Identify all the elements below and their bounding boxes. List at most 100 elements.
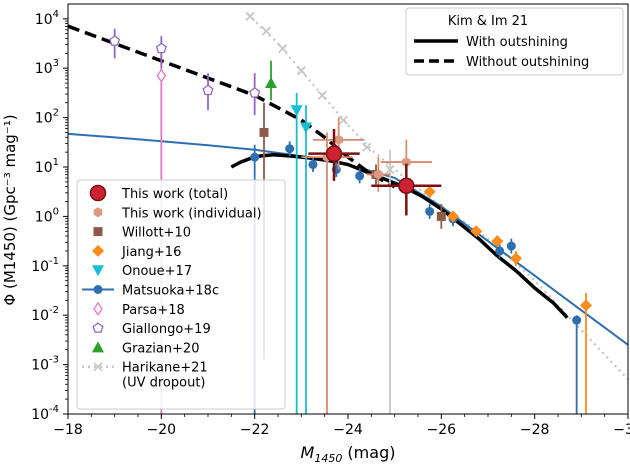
x-tick-label: −20: [147, 422, 177, 438]
y-tick-label: 103: [35, 58, 59, 77]
model-curve-without-outshining: [68, 24, 396, 189]
x-tick-label: −18: [53, 422, 83, 438]
data-point-harikane-21-4-stroke-b: [317, 90, 327, 101]
legend-label-harikane-21: Harikane+21: [122, 361, 208, 376]
data-point-giallongo-19-1: [155, 42, 167, 54]
legend-marker-jiang-16: [92, 244, 104, 257]
data-point-harikane-21-0: [245, 11, 255, 21]
y-tick-label: 104: [35, 9, 59, 28]
data-point-this-work-total-1: [398, 177, 415, 195]
data-point-matsuoka-18c-4: [355, 171, 365, 181]
data-point-matsuoka-18c-5: [425, 206, 435, 216]
legend-label-grazian-20: Grazian+20: [122, 341, 199, 356]
y-tick-label: 102: [35, 108, 59, 127]
data-point-harikane-21-3-stroke-b: [296, 66, 306, 76]
series-harikane-21: [245, 11, 395, 414]
legend-label-onoue-17: Onoue+17: [122, 264, 192, 279]
data-point-jiang-16-4: [510, 252, 522, 265]
model-legend-box: [405, 7, 624, 76]
data-point-harikane-21-6: [362, 142, 372, 152]
series-jiang-16: [423, 185, 592, 414]
x-tick-label: −30: [613, 422, 630, 438]
data-point-this-work-individual-3: [402, 157, 411, 168]
legend-marker-harikane-21-stroke-b: [93, 362, 103, 372]
legend-marker-parsa-18: [93, 301, 103, 316]
series-legend-box: [76, 179, 286, 410]
legend-label-jiang-16: Jiang+16: [121, 245, 181, 260]
data-point-jiang-16-3: [491, 235, 504, 248]
x-tick-label: −28: [520, 422, 550, 438]
y-tick-label: 101: [35, 157, 59, 176]
y-tick-label: 10-2: [31, 305, 59, 324]
legend-marker-willott-10: [93, 227, 103, 237]
legend-label-this-work-total: This work (total): [121, 187, 228, 202]
model-legend: Kim & Im 21 With outshining Without outs…: [405, 7, 624, 76]
y-tick-label: 10-1: [31, 256, 59, 275]
data-point-jiang-16-0: [423, 185, 436, 198]
legend-label-matsuoka-18c: Matsuoka+18c: [122, 284, 219, 299]
legend-marker-giallongo-19: [92, 322, 104, 333]
data-point-willott-10-0: [259, 127, 269, 137]
series-this-work-individual: [301, 117, 432, 414]
legend-marker-harikane-21: [93, 362, 103, 372]
x-tick-label: −22: [240, 422, 270, 438]
series-giallongo-19: [109, 28, 261, 116]
data-point-matsuoka-18c-8: [506, 241, 516, 251]
data-point-harikane-21-2: [278, 43, 288, 54]
data-point-harikane-21-1: [261, 26, 271, 36]
legend-marker-grazian-20: [92, 341, 104, 353]
series-legend: This work (total) This work (individual) W…: [76, 179, 286, 410]
data-point-this-work-total-0: [325, 145, 343, 162]
data-point-willott-10-2: [436, 211, 446, 221]
x-axis-label: M1450 (mag): [301, 443, 396, 464]
data-point-matsuoka-18c-1: [285, 144, 295, 154]
data-point-harikane-21-3: [296, 66, 306, 76]
data-point-matsuoka-18c-9: [572, 315, 582, 325]
plot-area: [68, 11, 629, 414]
legend-marker-onoue-17: [92, 265, 104, 277]
legend-marker-this-work-individual: [93, 207, 103, 218]
data-point-this-work-individual-2: [374, 169, 383, 180]
legend-label-giallongo-19: Giallongo+19: [122, 322, 211, 337]
data-point-this-work-individual-1: [334, 134, 343, 145]
y-tick-label: 10-3: [31, 355, 59, 374]
x-tick-label: −26: [427, 422, 457, 438]
data-point-parsa-18-0: [156, 68, 167, 83]
data-point-jiang-16-1: [447, 210, 459, 223]
series-this-work-total: [308, 128, 442, 216]
data-point-harikane-21-7-stroke-b: [385, 164, 395, 175]
model-legend-title: Kim & Im 21: [448, 14, 528, 29]
data-point-harikane-21-5: [338, 115, 348, 125]
data-point-jiang-16-5: [580, 299, 592, 312]
data-point-harikane-21-7: [385, 164, 395, 175]
y-tick-label: 100: [35, 206, 59, 225]
data-point-grazian-20-0: [265, 77, 277, 89]
data-point-jiang-16-2: [470, 225, 483, 238]
model-legend-dashed-label: Without outshining: [466, 55, 589, 70]
series-grazian-20: [265, 60, 277, 101]
data-point-onoue-17-0: [290, 105, 303, 117]
data-point-onoue-17-1: [300, 122, 312, 134]
data-point-harikane-21-2-stroke-b: [278, 43, 288, 54]
data-point-giallongo-19-3: [249, 87, 261, 98]
data-point-matsuoka-18c-0: [250, 152, 260, 162]
data-point-giallongo-19-0: [109, 35, 121, 46]
legend-label-line2-harikane-21: (UV dropout): [122, 376, 206, 391]
legend-label-this-work-individual: This work (individual): [121, 206, 262, 221]
harikane-dotted-line: [246, 13, 629, 381]
data-point-harikane-21-4: [317, 90, 327, 101]
data-point-harikane-21-5-stroke-b: [338, 115, 348, 125]
axes: −18 −20 −22 −24 −26 −28 −30 10-4 10-3 10-2 10-1 100…: [31, 9, 630, 438]
legend-label-parsa-18: Parsa+18: [122, 303, 185, 318]
data-point-harikane-21-6-stroke-b: [362, 142, 372, 152]
data-point-harikane-21-1-stroke-b: [261, 26, 271, 36]
legend-label-willott-10: Willott+10: [122, 226, 191, 241]
data-point-giallongo-19-2: [202, 84, 214, 96]
x-tick-label: −24: [333, 422, 363, 438]
legend-marker-this-work-total: [89, 184, 107, 202]
data-point-matsuoka-18c-2: [308, 160, 318, 170]
legend-marker-matsuoka-18c: [93, 285, 103, 294]
y-axis-label: Φ (M1450) (Gpc⁻³ mag⁻¹): [1, 114, 19, 305]
data-point-harikane-21-0-stroke-b: [245, 11, 255, 21]
